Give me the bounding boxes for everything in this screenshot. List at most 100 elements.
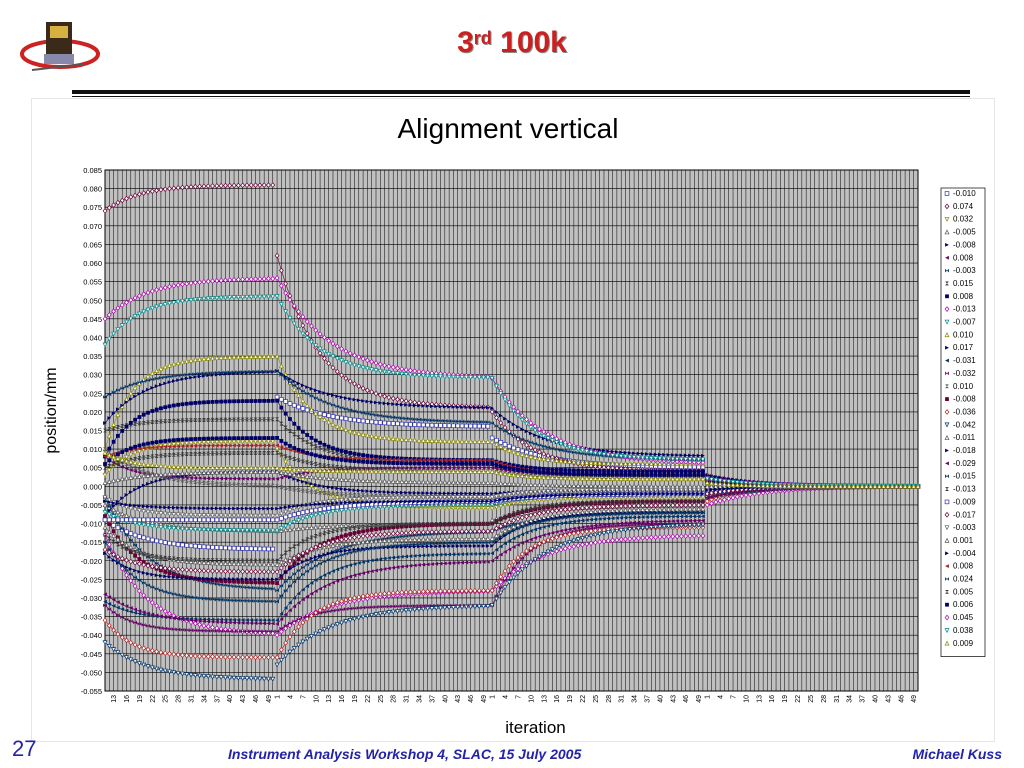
- data-point: [524, 442, 529, 448]
- data-point: [533, 466, 538, 471]
- data-point: [210, 440, 216, 446]
- data-point: [455, 423, 460, 429]
- x-tick-label: 7: [515, 695, 522, 699]
- data-point: [205, 440, 211, 446]
- data-point: [257, 546, 263, 552]
- data-point: [184, 418, 189, 423]
- data-point: [417, 491, 421, 495]
- data-point: [214, 182, 220, 189]
- data-point: [162, 608, 168, 615]
- data-point: [537, 466, 542, 471]
- data-point: [128, 421, 133, 425]
- data-point: [206, 400, 211, 405]
- data-point: [330, 523, 336, 529]
- data-point: [300, 477, 306, 483]
- data-point: [516, 464, 520, 468]
- data-point: [365, 528, 370, 533]
- data-point: [279, 405, 284, 410]
- data-point: [262, 586, 267, 591]
- data-point: [610, 469, 615, 473]
- data-point: [270, 580, 275, 585]
- data-point: [640, 469, 645, 474]
- data-point: [326, 360, 332, 367]
- data-point: [205, 544, 211, 550]
- data-point: [408, 398, 413, 405]
- data-point: [387, 490, 391, 495]
- grid-horizontal: [105, 169, 918, 692]
- data-point: [171, 185, 177, 192]
- x-tick-label: 13: [326, 695, 333, 703]
- data-point: [296, 404, 301, 410]
- y-tick-label: 0.025: [83, 389, 102, 398]
- data-point: [395, 396, 400, 403]
- data-point: [404, 456, 409, 461]
- data-point: [490, 491, 495, 496]
- data-point: [266, 182, 271, 188]
- data-point: [473, 465, 477, 470]
- data-point: [205, 183, 211, 189]
- data-point: [300, 322, 306, 329]
- y-tick-label: -0.040: [81, 631, 102, 640]
- data-point: [262, 399, 267, 403]
- data-point: [382, 490, 387, 494]
- data-point: [240, 399, 245, 404]
- data-point: [192, 620, 198, 627]
- data-point: [171, 418, 176, 423]
- x-tick-label: 7: [300, 695, 307, 699]
- data-point: [485, 491, 490, 496]
- data-point: [343, 487, 348, 492]
- data-point: [343, 453, 348, 458]
- data-point: [335, 415, 340, 420]
- data-point: [455, 465, 460, 470]
- data-point: [477, 465, 482, 470]
- data-point: [623, 469, 628, 474]
- data-point: [107, 522, 112, 527]
- data-point: [515, 566, 521, 572]
- data-point: [270, 476, 275, 481]
- x-tick-label: 25: [808, 695, 815, 703]
- y-tick-label: 0.080: [83, 185, 102, 194]
- data-point: [180, 475, 185, 480]
- data-point: [159, 406, 163, 411]
- data-point: [262, 417, 267, 422]
- data-point: [133, 469, 138, 474]
- data-point: [158, 605, 164, 612]
- x-tick-label: 28: [391, 695, 398, 703]
- data-point: [326, 448, 331, 453]
- data-point: [201, 622, 207, 629]
- data-point: [391, 456, 396, 460]
- series-line: [104, 400, 273, 457]
- data-point: [365, 489, 370, 494]
- data-point: [167, 571, 172, 576]
- data-point: [339, 415, 344, 421]
- data-point: [214, 582, 219, 586]
- data-point: [399, 534, 404, 539]
- data-point: [128, 452, 134, 458]
- data-point: [210, 581, 215, 586]
- data-point: [361, 488, 365, 493]
- data-point: [274, 632, 280, 639]
- data-point: [498, 440, 503, 445]
- x-tick-label: 49: [696, 695, 703, 703]
- x-tick-label: 16: [554, 695, 561, 703]
- data-point: [554, 467, 559, 472]
- data-point: [352, 531, 357, 535]
- data-point: [455, 491, 460, 496]
- data-point: [210, 476, 215, 481]
- data-point: [248, 182, 254, 189]
- data-point: [347, 378, 353, 385]
- data-point: [184, 441, 190, 447]
- data-point: [223, 476, 228, 481]
- data-point: [334, 523, 340, 529]
- data-point: [167, 610, 172, 617]
- data-point: [193, 401, 198, 405]
- data-point: [330, 364, 336, 371]
- data-point: [249, 476, 254, 481]
- data-point: [304, 525, 310, 530]
- data-point: [171, 541, 177, 547]
- data-point: [326, 444, 331, 449]
- data-point: [120, 428, 125, 433]
- data-point: [253, 586, 258, 590]
- x-tick-label: 31: [834, 695, 841, 703]
- data-point: [348, 487, 353, 492]
